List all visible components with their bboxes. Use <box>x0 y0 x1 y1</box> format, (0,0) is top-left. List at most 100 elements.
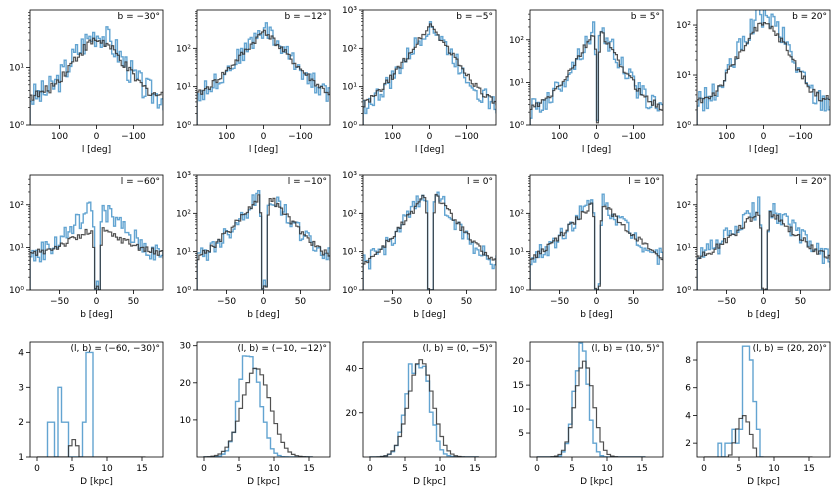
panel-annotation: b = 20° <box>792 12 827 22</box>
y-tick-label: 10² <box>676 21 691 31</box>
panel-annotation: b = 5° <box>631 12 660 22</box>
panel-annotation: b = −30° <box>118 12 160 22</box>
axes-frame <box>196 174 331 291</box>
x-tick-label: 100 <box>551 132 568 142</box>
x-tick-label: 15 <box>303 464 314 474</box>
y-tick-label: 20 <box>513 357 525 367</box>
y-tick-label: 10¹ <box>176 83 191 93</box>
x-tick-label: 50 <box>628 297 640 307</box>
series-model <box>197 194 330 290</box>
plot-area <box>697 196 830 290</box>
plot-area <box>363 21 496 125</box>
plot-area <box>704 345 813 457</box>
y-tick-label: 10⁰ <box>342 286 357 296</box>
x-tick-label: 0 <box>761 132 767 142</box>
series-model <box>30 37 163 125</box>
y-tick-label: 10⁰ <box>9 286 24 296</box>
panel-D-10-12: 0 5 10 15 10 20 30 (l, b) = (−10, −12)° D [kpc] <box>180 341 331 487</box>
y-tick-label: 2 <box>685 439 691 449</box>
x-axis-label: b [deg] <box>747 310 780 320</box>
y-tick-label: 10⁰ <box>342 121 357 131</box>
y-tick-label: 5 <box>518 429 524 439</box>
x-tick-label: 100 <box>51 132 68 142</box>
series-data <box>30 201 163 290</box>
y-tick-label: 10¹ <box>509 248 524 258</box>
x-tick-label: 100 <box>718 132 735 142</box>
x-tick-label: 0 <box>427 132 433 142</box>
x-tick-label: 15 <box>469 464 480 474</box>
y-tick-label: 10¹ <box>176 248 191 258</box>
x-tick-label: 10 <box>601 464 613 474</box>
panel-l-b-5: 100 0 −100 10⁰ 10¹ 10² 10³ b = −5° l [deg] <box>342 6 497 155</box>
x-tick-label: 10 <box>768 464 780 474</box>
x-tick-label: 15 <box>803 464 814 474</box>
x-tick-label: 50 <box>795 297 807 307</box>
plot-area <box>203 355 314 457</box>
axes-frame <box>29 9 164 126</box>
plot-area <box>30 201 163 290</box>
x-tick-label: 50 <box>128 297 140 307</box>
y-tick-label: 10³ <box>176 171 191 181</box>
series-model <box>697 22 830 125</box>
x-axis-label: D [kpc] <box>413 477 446 487</box>
y-tick-label: 10⁰ <box>509 286 524 296</box>
axes-frame <box>529 174 664 291</box>
axes-frame <box>529 341 664 458</box>
panel-b-l0: −50 0 50 10⁰ 10¹ 10² 10³ l = 0° b [deg] <box>342 171 497 320</box>
series-data <box>717 345 764 457</box>
x-tick-label: −50 <box>50 297 69 307</box>
plot-area <box>369 359 480 457</box>
plot-area <box>530 21 663 125</box>
x-tick-label: 0 <box>201 464 207 474</box>
y-tick-label: 10¹ <box>509 78 524 88</box>
series-model <box>369 359 480 457</box>
x-tick-label: −50 <box>717 297 736 307</box>
panel-annotation: (l, b) = (20, 20)° <box>753 344 827 354</box>
y-tick-label: 10² <box>342 209 357 219</box>
series-model <box>704 415 813 457</box>
x-tick-label: 50 <box>461 297 473 307</box>
series-model <box>30 227 163 290</box>
y-tick-label: 2 <box>18 418 24 428</box>
x-tick-label: 0 <box>701 464 707 474</box>
x-tick-label: 5 <box>736 464 742 474</box>
x-tick-label: 0 <box>534 464 540 474</box>
y-tick-label: 4 <box>18 348 24 358</box>
y-tick-label: 15 <box>513 381 524 391</box>
series-data <box>369 363 479 457</box>
y-tick-label: 10² <box>9 201 24 211</box>
y-tick-label: 10¹ <box>342 248 357 258</box>
x-tick-label: 0 <box>367 464 373 474</box>
x-tick-label: 0 <box>261 132 267 142</box>
series-data <box>197 189 330 290</box>
series-model <box>37 438 146 457</box>
x-tick-label: 100 <box>384 132 401 142</box>
x-tick-label: −100 <box>788 132 813 142</box>
series-data <box>697 196 830 290</box>
series-model <box>197 29 330 125</box>
series-data <box>697 10 830 125</box>
axes-frame <box>696 174 831 291</box>
x-tick-label: 15 <box>636 464 647 474</box>
x-axis-label: l [deg] <box>82 145 111 155</box>
panel-D0-5: 0 5 10 15 20 40 (l, b) = (0, −5)° D [kpc] <box>346 341 497 487</box>
y-tick-label: 10³ <box>342 171 357 181</box>
y-tick-label: 10¹ <box>676 71 691 81</box>
panel-annotation: l = 20° <box>795 177 827 187</box>
series-data <box>363 21 496 125</box>
plot-area <box>197 22 330 125</box>
series-data <box>537 342 646 457</box>
plot-area <box>363 191 496 290</box>
y-tick-label: 10⁰ <box>676 121 691 131</box>
x-axis-label: D [kpc] <box>747 477 780 487</box>
series-model <box>697 211 830 290</box>
panel-l-b-30: 100 0 −100 10⁰ 10¹ b = −30° l [deg] <box>9 9 164 155</box>
y-tick-label: 3 <box>18 383 24 393</box>
series-data <box>530 193 663 290</box>
series-data <box>46 351 94 457</box>
series-data <box>30 26 163 125</box>
x-axis-label: b [deg] <box>247 310 280 320</box>
series-data <box>197 22 330 125</box>
x-axis-label: b [deg] <box>80 310 113 320</box>
y-tick-label: 8 <box>685 356 691 366</box>
